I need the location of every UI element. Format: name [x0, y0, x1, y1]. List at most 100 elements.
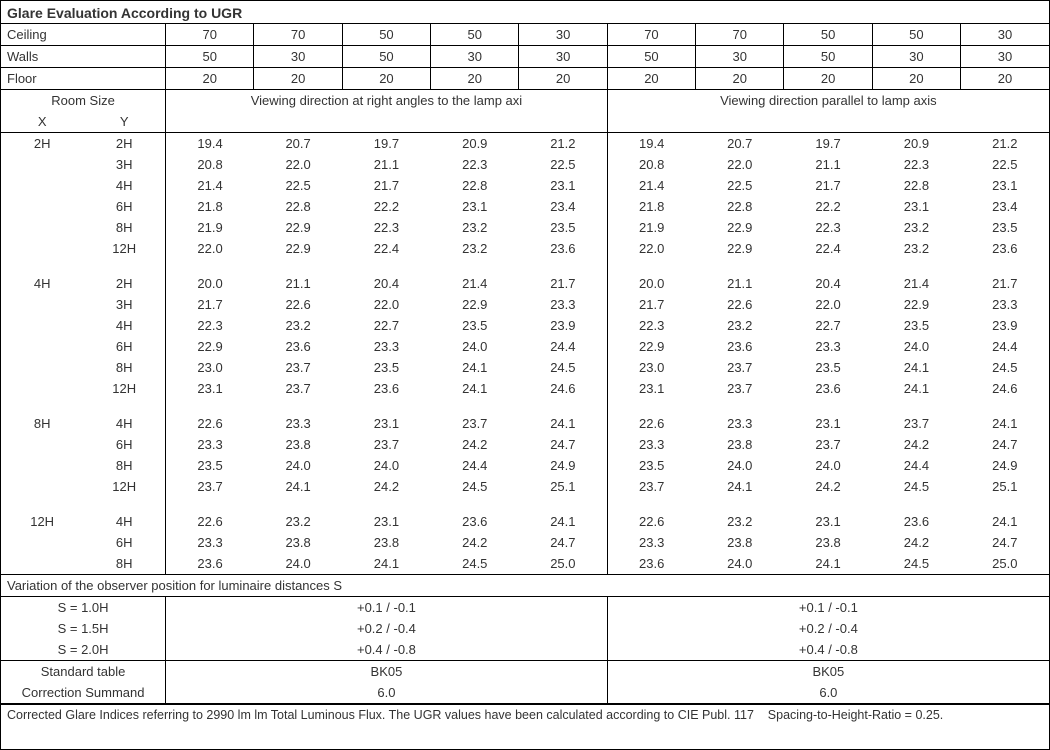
- ugr-value: 20.7: [254, 133, 342, 155]
- floor-val: 20: [784, 68, 872, 90]
- ugr-value: 23.9: [961, 315, 1049, 336]
- page-title: Glare Evaluation According to UGR: [1, 5, 1049, 23]
- ugr-value: 24.0: [696, 553, 784, 575]
- ceiling-val: 70: [696, 24, 784, 46]
- ugr-value: 24.1: [519, 413, 607, 434]
- ugr-value: 22.3: [342, 217, 430, 238]
- ugr-value: 23.7: [342, 434, 430, 455]
- corr-summand-label: Correction Summand: [1, 682, 166, 704]
- ugr-value: 23.7: [607, 476, 695, 497]
- ugr-value: 23.6: [342, 378, 430, 399]
- heading-right: Viewing direction parallel to lamp axis: [607, 90, 1049, 112]
- ugr-value: 23.3: [961, 294, 1049, 315]
- ugr-value: 23.7: [166, 476, 254, 497]
- ugr-value: 24.1: [872, 357, 960, 378]
- ceiling-val: 70: [607, 24, 695, 46]
- ugr-value: 22.0: [342, 294, 430, 315]
- ugr-value: 20.4: [784, 273, 872, 294]
- floor-val: 20: [342, 68, 430, 90]
- ugr-value: 23.3: [166, 434, 254, 455]
- ugr-value: 19.7: [342, 133, 430, 155]
- ugr-value: 23.2: [872, 217, 960, 238]
- ugr-value: 23.3: [519, 294, 607, 315]
- ugr-value: 22.2: [784, 196, 872, 217]
- ugr-value: 23.4: [961, 196, 1049, 217]
- ugr-value: 24.5: [431, 476, 519, 497]
- ugr-value: 23.3: [607, 434, 695, 455]
- ugr-value: 22.8: [431, 175, 519, 196]
- floor-val: 20: [961, 68, 1049, 90]
- ugr-value: 23.7: [254, 378, 342, 399]
- ugr-value: 22.6: [607, 413, 695, 434]
- ugr-value: 23.8: [784, 532, 872, 553]
- ugr-value: 22.6: [696, 294, 784, 315]
- ugr-value: 23.3: [254, 413, 342, 434]
- ugr-value: 21.1: [784, 154, 872, 175]
- ugr-value: 23.1: [784, 511, 872, 532]
- variation-left: +0.2 / -0.4: [166, 618, 608, 639]
- walls-val: 30: [431, 46, 519, 68]
- heading-left: Viewing direction at right angles to the…: [166, 90, 608, 112]
- ugr-value: 21.7: [342, 175, 430, 196]
- ugr-value: 23.1: [342, 413, 430, 434]
- ugr-value: 23.7: [872, 413, 960, 434]
- ugr-value: 22.9: [166, 336, 254, 357]
- ceiling-val: 70: [166, 24, 254, 46]
- floor-val: 20: [696, 68, 784, 90]
- ugr-value: 22.5: [696, 175, 784, 196]
- ugr-value: 23.0: [607, 357, 695, 378]
- ugr-value: 22.3: [166, 315, 254, 336]
- ugr-value: 23.1: [607, 378, 695, 399]
- ugr-value: 23.6: [961, 238, 1049, 259]
- ugr-value: 24.5: [431, 553, 519, 575]
- ugr-value: 23.6: [254, 336, 342, 357]
- ugr-value: 22.0: [784, 294, 872, 315]
- ugr-value: 22.9: [254, 217, 342, 238]
- ugr-value: 23.3: [696, 413, 784, 434]
- variation-s: S = 1.0H: [1, 597, 166, 619]
- ugr-value: 24.0: [784, 455, 872, 476]
- floor-label: Floor: [1, 68, 166, 90]
- ugr-value: 24.9: [519, 455, 607, 476]
- ugr-value: 23.2: [872, 238, 960, 259]
- ugr-value: 21.9: [166, 217, 254, 238]
- ugr-value: 23.3: [607, 532, 695, 553]
- ugr-value: 24.5: [872, 476, 960, 497]
- variation-label: Variation of the observer position for l…: [1, 575, 1049, 597]
- ugr-value: 22.7: [342, 315, 430, 336]
- ugr-value: 23.9: [519, 315, 607, 336]
- floor-val: 20: [519, 68, 607, 90]
- ugr-table: Ceiling70705050307070505030Walls50305030…: [1, 23, 1049, 704]
- ugr-value: 23.1: [342, 511, 430, 532]
- ugr-value: 23.5: [342, 357, 430, 378]
- ugr-value: 24.2: [431, 434, 519, 455]
- ugr-value: 22.3: [607, 315, 695, 336]
- ugr-value: 22.0: [254, 154, 342, 175]
- ugr-value: 24.5: [961, 357, 1049, 378]
- ugr-value: 20.4: [342, 273, 430, 294]
- ugr-value: 22.9: [254, 238, 342, 259]
- ugr-value: 24.1: [431, 357, 519, 378]
- ugr-value: 23.4: [519, 196, 607, 217]
- ugr-value: 23.2: [254, 315, 342, 336]
- ugr-value: 23.3: [784, 336, 872, 357]
- ugr-value: 24.4: [519, 336, 607, 357]
- ugr-value: 23.5: [872, 315, 960, 336]
- variation-left: +0.1 / -0.1: [166, 597, 608, 619]
- ugr-table-frame: Glare Evaluation According to UGR Ceilin…: [0, 0, 1050, 750]
- ugr-value: 24.0: [872, 336, 960, 357]
- ugr-value: 20.8: [607, 154, 695, 175]
- ugr-value: 24.9: [961, 455, 1049, 476]
- ugr-value: 24.2: [431, 532, 519, 553]
- ugr-value: 24.0: [431, 336, 519, 357]
- variation-right: +0.4 / -0.8: [607, 639, 1049, 661]
- std-table-right: BK05: [607, 661, 1049, 683]
- ugr-value: 24.7: [519, 434, 607, 455]
- ugr-value: 24.1: [961, 413, 1049, 434]
- ugr-value: 22.6: [607, 511, 695, 532]
- ugr-value: 20.9: [872, 133, 960, 155]
- ugr-value: 25.1: [961, 476, 1049, 497]
- ugr-value: 24.2: [872, 532, 960, 553]
- ugr-value: 24.0: [696, 455, 784, 476]
- ugr-value: 24.2: [784, 476, 872, 497]
